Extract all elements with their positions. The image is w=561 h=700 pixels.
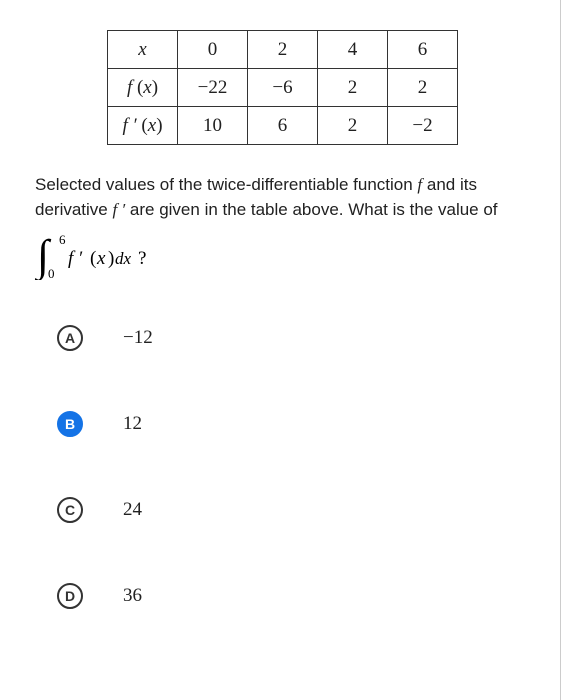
svg-text:(: ( [90, 248, 96, 269]
cell: −2 [388, 107, 458, 145]
svg-text:dx: dx [115, 249, 132, 268]
col-header-2: 4 [318, 31, 388, 69]
svg-text:f ′: f ′ [68, 248, 83, 269]
stem-part1: Selected values of the twice-differentia… [35, 175, 417, 194]
option-circle-c[interactable]: C [57, 497, 83, 523]
col-header-3: 6 [388, 31, 458, 69]
svg-text:x: x [96, 248, 106, 269]
question-stem: Selected values of the twice-differentia… [35, 173, 530, 222]
values-table: x 0 2 4 6 f (x) −22 −6 2 2 f ′ (x) 10 6 … [107, 30, 458, 145]
answer-options: A −12 B 12 C 24 D 36 [57, 325, 530, 609]
svg-text:6: 6 [59, 232, 66, 247]
option-value-b: 12 [123, 413, 142, 435]
integral-expression: ∫ 6 0 f ′ ( x ) dx ? [32, 230, 530, 285]
option-a[interactable]: A −12 [57, 325, 530, 351]
col-header-0: 0 [178, 31, 248, 69]
row-label-fprime: f ′ (x) [108, 107, 178, 145]
svg-text:): ) [108, 248, 114, 269]
col-header-1: 2 [248, 31, 318, 69]
option-b[interactable]: B 12 [57, 411, 530, 437]
cell: −22 [178, 69, 248, 107]
cell: 6 [248, 107, 318, 145]
cell: 2 [318, 69, 388, 107]
option-d[interactable]: D 36 [57, 583, 530, 609]
table-row: f (x) −22 −6 2 2 [108, 69, 458, 107]
svg-text:0: 0 [48, 266, 55, 280]
svg-text:?: ? [138, 248, 146, 269]
cell: 10 [178, 107, 248, 145]
option-value-a: −12 [123, 327, 153, 349]
row-label-f: f (x) [108, 69, 178, 107]
option-circle-b[interactable]: B [57, 411, 83, 437]
col-header-x: x [108, 31, 178, 69]
cell: 2 [318, 107, 388, 145]
option-c[interactable]: C 24 [57, 497, 530, 523]
option-circle-d[interactable]: D [57, 583, 83, 609]
values-table-container: x 0 2 4 6 f (x) −22 −6 2 2 f ′ (x) 10 6 … [35, 30, 530, 145]
cell: 2 [388, 69, 458, 107]
stem-part3: are given in the table above. What is th… [125, 200, 497, 219]
option-circle-a[interactable]: A [57, 325, 83, 351]
stem-fprime: f ′ [112, 200, 125, 219]
table-header-row: x 0 2 4 6 [108, 31, 458, 69]
option-value-d: 36 [123, 585, 142, 607]
cell: −6 [248, 69, 318, 107]
option-value-c: 24 [123, 499, 142, 521]
table-row: f ′ (x) 10 6 2 −2 [108, 107, 458, 145]
integral-svg: ∫ 6 0 f ′ ( x ) dx ? [32, 230, 172, 280]
